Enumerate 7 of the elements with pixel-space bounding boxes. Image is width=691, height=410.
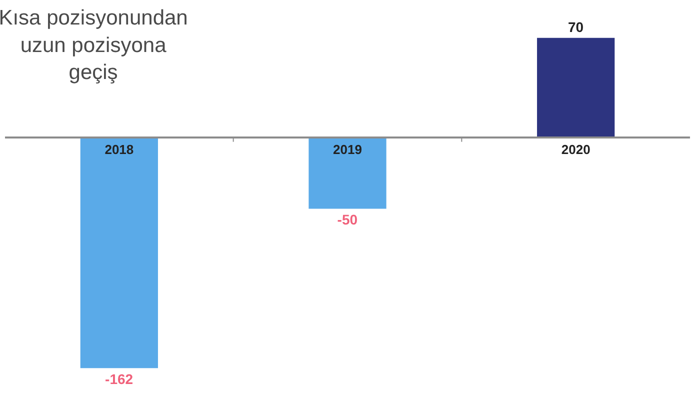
x-tick-label: 2020 (561, 142, 590, 158)
chart-title: Kısa pozisyonundan uzun pozisyona geçiş (0, 6, 188, 84)
data-label: 70 (568, 18, 584, 35)
data-label: -162 (105, 371, 134, 388)
x-tick-label: 2019 (333, 142, 362, 158)
x-tick-label: 2018 (104, 142, 134, 158)
data-label: -50 (337, 212, 358, 228)
